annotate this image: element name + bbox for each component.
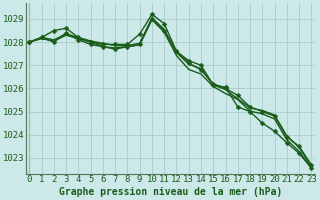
X-axis label: Graphe pression niveau de la mer (hPa): Graphe pression niveau de la mer (hPa) <box>59 187 282 197</box>
